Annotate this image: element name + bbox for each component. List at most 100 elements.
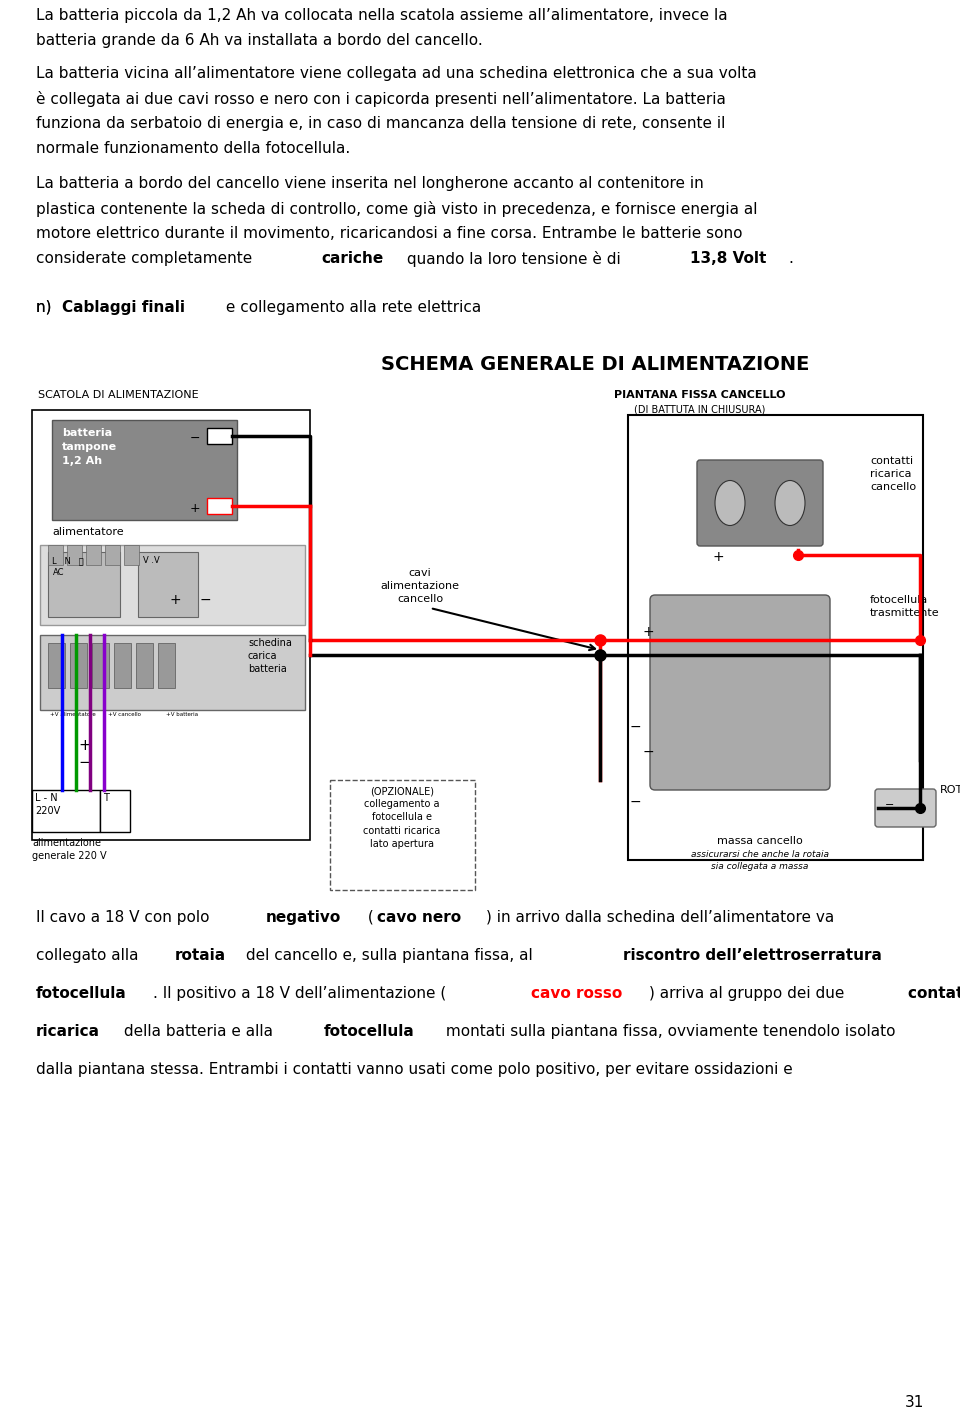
FancyBboxPatch shape xyxy=(650,594,830,791)
Bar xyxy=(136,643,153,688)
Text: considerate completamente: considerate completamente xyxy=(36,252,257,266)
Text: +: + xyxy=(79,738,91,754)
Bar xyxy=(114,643,131,688)
Text: SCATOLA DI ALIMENTAZIONE: SCATOLA DI ALIMENTAZIONE xyxy=(38,390,199,400)
Text: AC: AC xyxy=(53,567,64,577)
Text: −: − xyxy=(79,755,91,769)
Text: schedina
carica
batteria: schedina carica batteria xyxy=(248,638,292,674)
Text: fotocellula: fotocellula xyxy=(324,1024,415,1039)
Text: e alla: e alla xyxy=(957,948,960,963)
FancyBboxPatch shape xyxy=(697,459,823,546)
Bar xyxy=(138,552,198,617)
Text: n): n) xyxy=(36,300,57,316)
Bar xyxy=(124,545,139,565)
Text: alimentatore: alimentatore xyxy=(52,528,124,538)
Bar xyxy=(40,545,305,626)
Text: −: − xyxy=(629,720,641,734)
Text: e collegamento alla rete elettrica: e collegamento alla rete elettrica xyxy=(221,300,481,316)
Text: +: + xyxy=(169,593,180,607)
Ellipse shape xyxy=(775,481,805,526)
Text: −: − xyxy=(189,432,200,445)
Bar xyxy=(48,545,63,565)
Text: +: + xyxy=(712,550,724,565)
Text: della batteria e alla: della batteria e alla xyxy=(119,1024,277,1039)
Bar xyxy=(32,791,100,832)
Text: quando la loro tensione è di: quando la loro tensione è di xyxy=(401,252,625,267)
Text: −: − xyxy=(885,801,895,811)
Text: −: − xyxy=(642,745,654,759)
Text: +V batteria: +V batteria xyxy=(166,712,198,717)
Text: alimentazione
generale 220 V: alimentazione generale 220 V xyxy=(32,838,107,862)
Bar xyxy=(105,545,120,565)
Text: è collegata ai due cavi rosso e nero con i capicorda presenti nell’alimentatore.: è collegata ai due cavi rosso e nero con… xyxy=(36,91,726,107)
Text: n): n) xyxy=(36,300,57,316)
Text: .: . xyxy=(789,252,794,266)
Text: batteria grande da 6 Ah va installata a bordo del cancello.: batteria grande da 6 Ah va installata a … xyxy=(36,33,483,48)
Bar xyxy=(330,781,475,890)
Text: riscontro dell’elettroserratura: riscontro dell’elettroserratura xyxy=(623,948,882,963)
Text: +: + xyxy=(792,550,804,565)
Text: sia collegata a massa: sia collegata a massa xyxy=(711,862,808,872)
Bar xyxy=(32,410,310,840)
Ellipse shape xyxy=(715,481,745,526)
Text: fotocellula: fotocellula xyxy=(36,985,127,1001)
Text: ) arriva al gruppo dei due: ) arriva al gruppo dei due xyxy=(649,985,850,1001)
Text: collegato alla: collegato alla xyxy=(36,948,143,963)
Text: cavo rosso: cavo rosso xyxy=(532,985,623,1001)
Text: motore elettrico durante il movimento, ricaricandosi a fine corsa. Entrambe le b: motore elettrico durante il movimento, r… xyxy=(36,226,742,240)
Text: Il cavo a 18 V con polo: Il cavo a 18 V con polo xyxy=(36,910,214,924)
Text: batteria
tampone
1,2 Ah: batteria tampone 1,2 Ah xyxy=(62,428,117,466)
Text: 13,8 Volt: 13,8 Volt xyxy=(690,252,767,266)
Text: T: T xyxy=(103,793,108,803)
Text: del cancello e, sulla piantana fissa, al: del cancello e, sulla piantana fissa, al xyxy=(241,948,538,963)
Text: assicurarsi che anche la rotaia: assicurarsi che anche la rotaia xyxy=(691,850,829,859)
Text: cariche: cariche xyxy=(322,252,384,266)
Text: V .V: V .V xyxy=(143,556,159,565)
Text: La batteria vicina all’alimentatore viene collegata ad una schedina elettronica : La batteria vicina all’alimentatore vien… xyxy=(36,65,756,81)
Text: 31: 31 xyxy=(904,1395,924,1411)
Bar xyxy=(67,545,82,565)
Text: contatti per la: contatti per la xyxy=(907,985,960,1001)
Text: SCHEMA GENERALE DI ALIMENTAZIONE: SCHEMA GENERALE DI ALIMENTAZIONE xyxy=(381,356,809,374)
Text: −: − xyxy=(629,795,641,809)
Text: ) in arrivo dalla schedina dell’alimentatore va: ) in arrivo dalla schedina dell’alimenta… xyxy=(486,910,834,924)
Text: normale funzionamento della fotocellula.: normale funzionamento della fotocellula. xyxy=(36,141,350,156)
Text: La batteria piccola da 1,2 Ah va collocata nella scatola assieme all’alimentator: La batteria piccola da 1,2 Ah va colloca… xyxy=(36,9,728,23)
Text: rotaia: rotaia xyxy=(175,948,226,963)
Text: (: ( xyxy=(363,910,374,924)
Text: dalla piantana stessa. Entrambi i contatti vanno usati come polo positivo, per e: dalla piantana stessa. Entrambi i contat… xyxy=(36,1062,793,1076)
Text: (DI BATTUTA IN CHIUSURA): (DI BATTUTA IN CHIUSURA) xyxy=(635,404,766,414)
Text: Cablaggi finali: Cablaggi finali xyxy=(62,300,185,316)
Text: La batteria a bordo del cancello viene inserita nel longherone accanto al conten: La batteria a bordo del cancello viene i… xyxy=(36,176,704,191)
Text: +: + xyxy=(642,626,654,638)
Bar xyxy=(70,643,87,688)
Text: ROTAIA: ROTAIA xyxy=(940,785,960,795)
Bar xyxy=(52,419,237,520)
Bar xyxy=(628,415,923,860)
Bar xyxy=(158,643,175,688)
Text: +: + xyxy=(189,502,200,515)
Text: (OPZIONALE)
collegamento a
fotocellula e
contatti ricarica
lato apertura: (OPZIONALE) collegamento a fotocellula e… xyxy=(364,786,441,849)
Bar xyxy=(86,545,101,565)
FancyBboxPatch shape xyxy=(875,789,936,828)
Text: +V cancello: +V cancello xyxy=(108,712,141,717)
Text: funziona da serbatoio di energia e, in caso di mancanza della tensione di rete, : funziona da serbatoio di energia e, in c… xyxy=(36,117,726,131)
Text: −: − xyxy=(199,593,211,607)
Text: ricarica: ricarica xyxy=(36,1024,100,1039)
Bar xyxy=(207,428,232,444)
Bar xyxy=(40,636,305,710)
Bar xyxy=(48,552,120,617)
Bar xyxy=(207,498,232,513)
Text: plastica contenente la scheda di controllo, come già visto in precedenza, e forn: plastica contenente la scheda di control… xyxy=(36,201,757,218)
Text: +V alimentatore: +V alimentatore xyxy=(50,712,96,717)
Text: cavo nero: cavo nero xyxy=(377,910,461,924)
Text: L   N   ⏚: L N ⏚ xyxy=(52,556,84,565)
Text: massa cancello: massa cancello xyxy=(717,836,803,846)
Text: negativo: negativo xyxy=(266,910,342,924)
Text: . Il positivo a 18 V dell’alimentazione (: . Il positivo a 18 V dell’alimentazione … xyxy=(153,985,446,1001)
Text: PIANTANA FISSA CANCELLO: PIANTANA FISSA CANCELLO xyxy=(614,390,785,400)
Bar xyxy=(48,643,65,688)
Bar xyxy=(100,791,130,832)
Text: montati sulla piantana fissa, ovviamente tenendolo isolato: montati sulla piantana fissa, ovviamente… xyxy=(441,1024,895,1039)
Text: fotocellula
trasmittente: fotocellula trasmittente xyxy=(870,594,940,619)
